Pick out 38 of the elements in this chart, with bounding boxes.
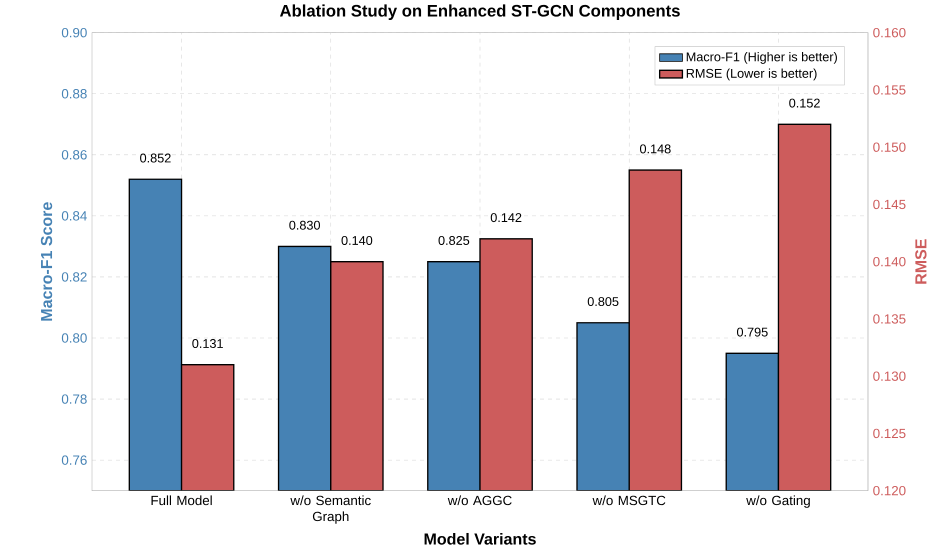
data-label: 0.795 bbox=[736, 328, 768, 337]
x-tick-label: w/o Semantic Graph bbox=[290, 496, 371, 524]
y2-tick-label: 0.135 bbox=[873, 314, 906, 324]
x-axis-title: Model Variants bbox=[424, 533, 536, 545]
y-tick-label: 0.86 bbox=[62, 150, 87, 160]
data-label: 0.148 bbox=[640, 144, 671, 154]
y2-tick-label: 0.125 bbox=[873, 428, 906, 438]
y2-tick-label: 0.140 bbox=[873, 257, 906, 267]
data-label: 0.805 bbox=[588, 297, 618, 306]
y-tick-label: 0.76 bbox=[62, 456, 87, 466]
x-tick-label: w/o AGGC bbox=[448, 496, 512, 506]
y2-tick-label: 0.145 bbox=[873, 200, 906, 210]
y2-tick-label: 0.160 bbox=[873, 28, 906, 38]
y-tick-label: 0.84 bbox=[62, 211, 87, 221]
x-tick-label: Full Model bbox=[152, 496, 212, 506]
x-tick-label: w/o MSGTC bbox=[592, 496, 666, 506]
y-tick-label: 0.78 bbox=[62, 394, 87, 404]
y2-tick-label: 0.150 bbox=[873, 142, 906, 152]
y2-tick-label: 0.130 bbox=[873, 372, 906, 382]
y-tick-label: 0.82 bbox=[62, 272, 87, 282]
data-label: 0.830 bbox=[289, 220, 320, 230]
y2-tick-label: 0.120 bbox=[873, 486, 906, 496]
legend-label: Macro-F1 (Higher is better) bbox=[686, 52, 837, 64]
y2-tick-label: 0.155 bbox=[873, 85, 906, 95]
y-axis-title: Macro-F1 Score bbox=[40, 202, 52, 321]
data-label: 0.142 bbox=[490, 213, 522, 222]
chart-title: Ablation Study on Enhanced ST-GCN Components bbox=[280, 4, 680, 20]
data-label: 0.825 bbox=[438, 236, 470, 246]
y-tick-label: 0.90 bbox=[62, 28, 87, 38]
legend-label: RMSE (Lower is better) bbox=[686, 68, 817, 80]
y-tick-label: 0.88 bbox=[62, 89, 87, 99]
x-tick-label: w/o Gating bbox=[746, 496, 810, 508]
data-label: 0.852 bbox=[140, 154, 171, 163]
data-label: 0.140 bbox=[342, 236, 372, 246]
data-label: 0.152 bbox=[789, 98, 820, 108]
y2-axis-title: RMSE bbox=[915, 239, 927, 284]
y-tick-label: 0.80 bbox=[62, 333, 87, 343]
data-label: 0.131 bbox=[192, 339, 223, 348]
